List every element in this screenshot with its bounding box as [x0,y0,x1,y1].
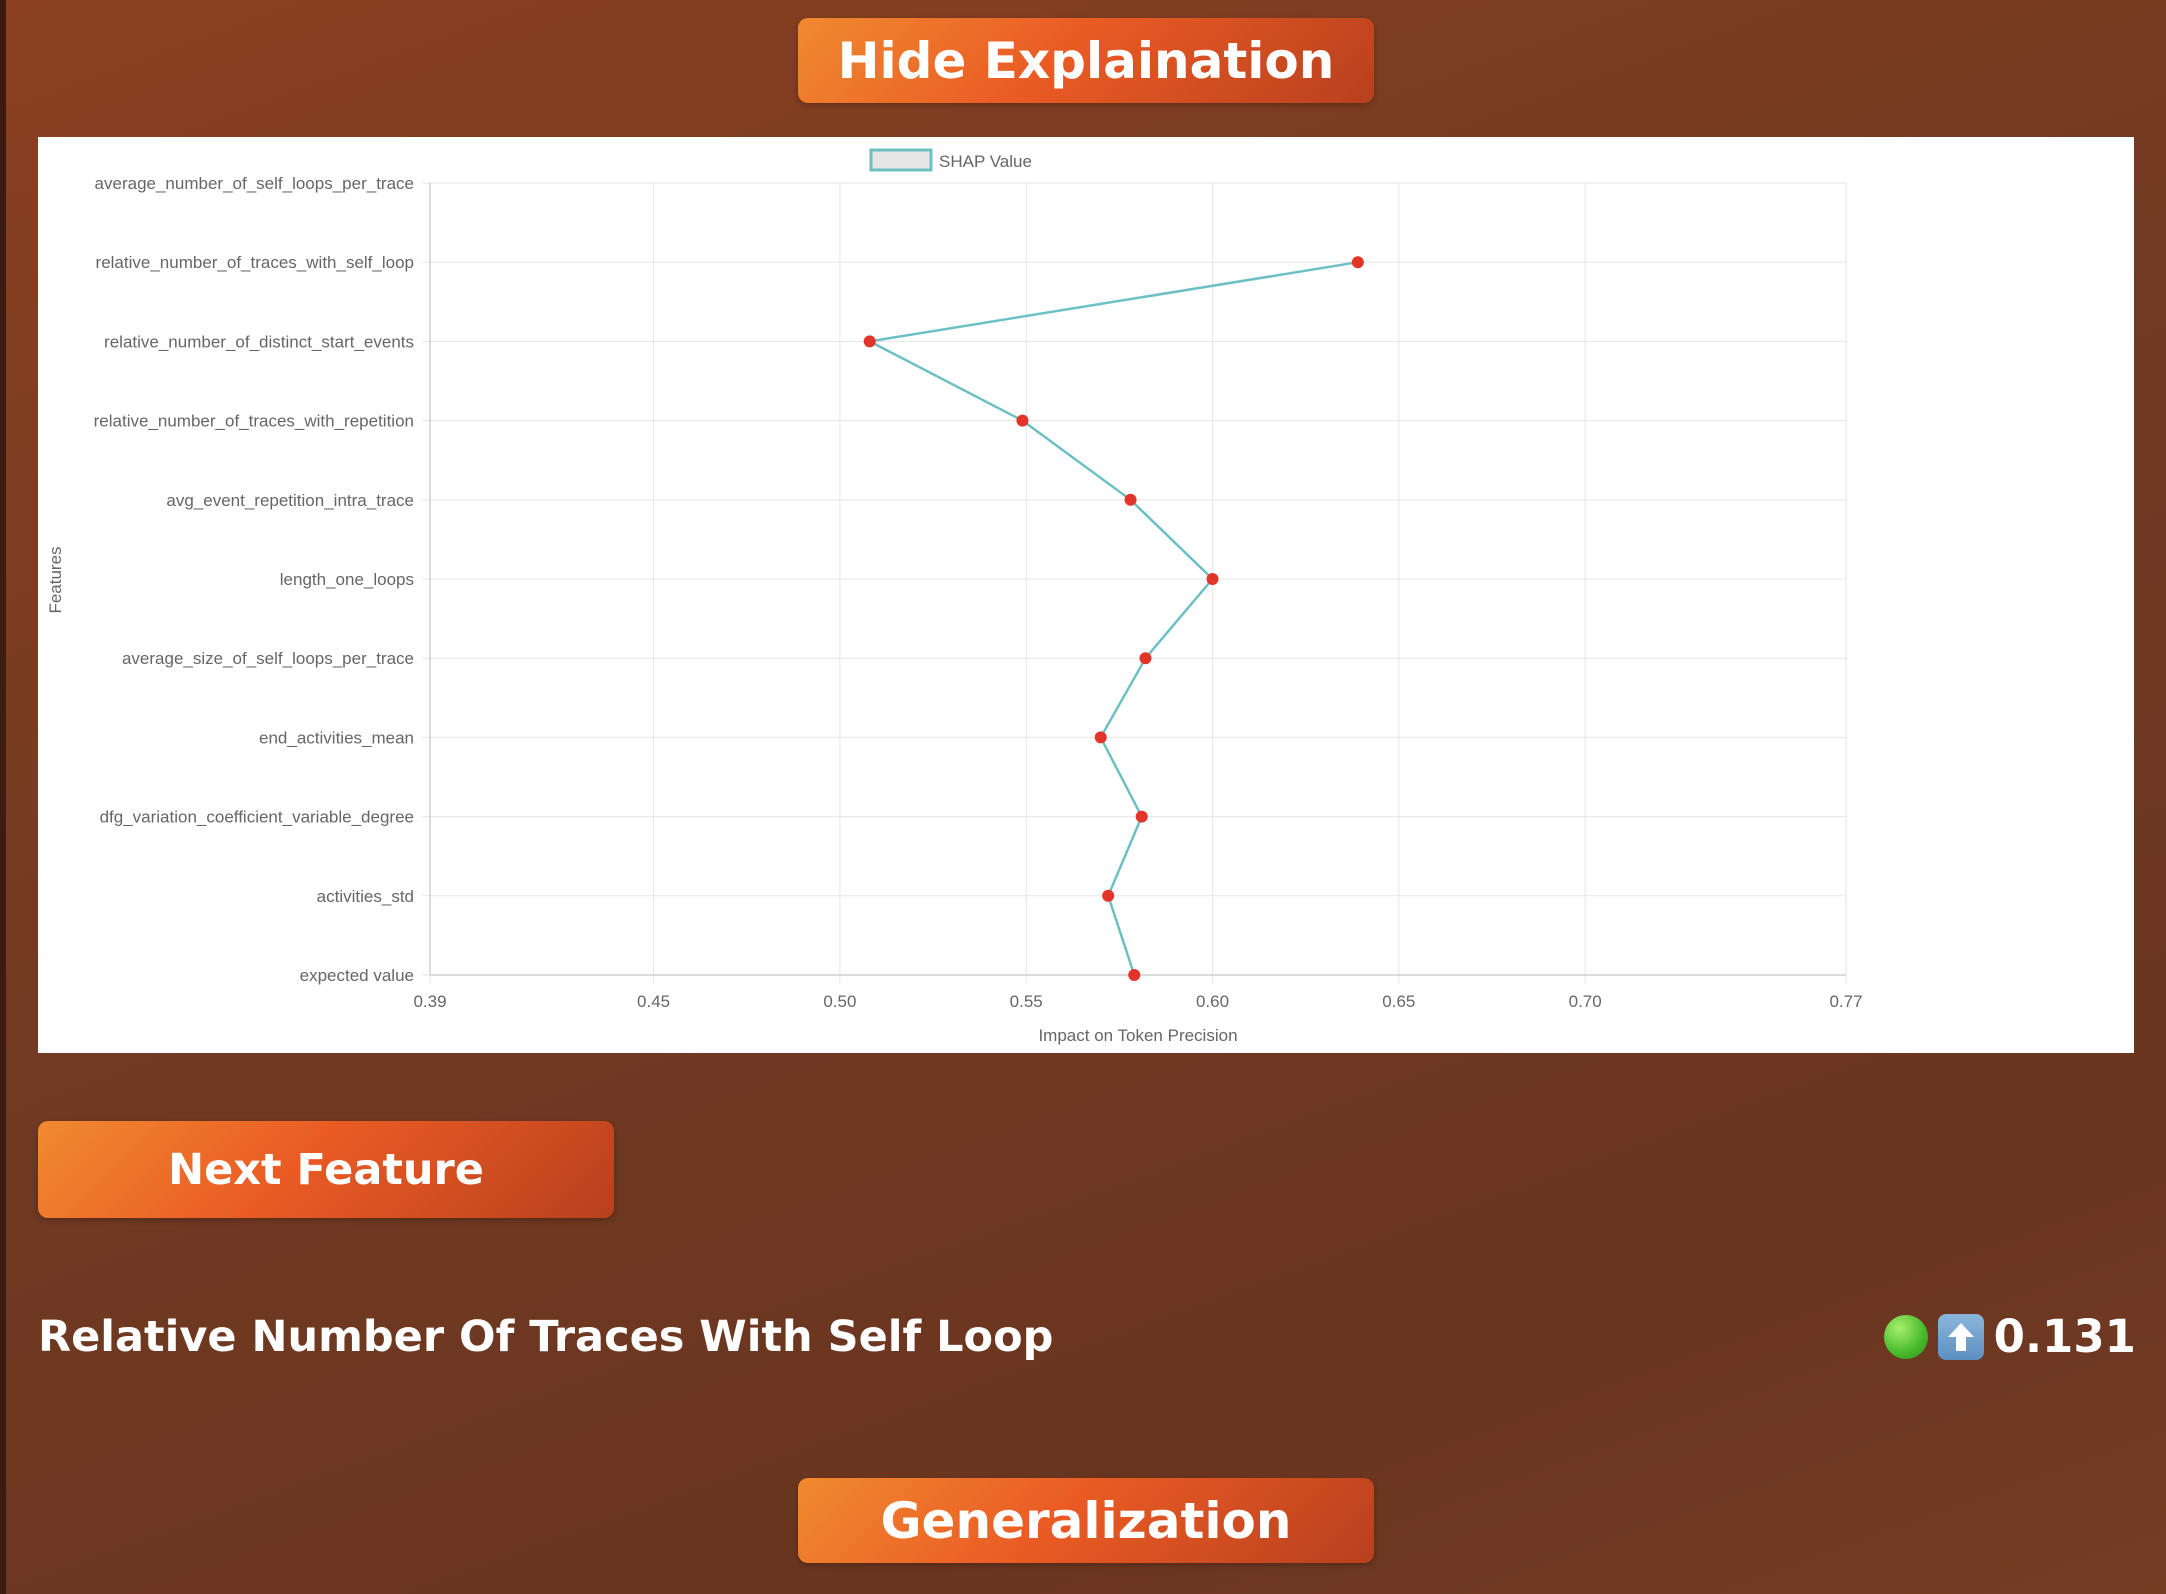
chart-series [863,256,1364,981]
shap-value-point [1124,493,1137,506]
y-tick-label: relative_number_of_traces_with_repetitio… [94,412,414,431]
shap-value-point [1102,889,1115,902]
up-arrow-icon [1937,1313,1984,1360]
chart-grid [422,182,1847,983]
next-feature-button[interactable]: Next Feature [38,1121,614,1218]
feature-name: Relative Number Of Traces With Self Loop [38,1312,1054,1362]
shap-value-point [863,335,876,348]
page-edge-divider [0,0,6,1594]
y-tick-label: dfg_variation_coefficient_variable_degre… [100,808,414,827]
legend-label: SHAP Value [939,152,1032,171]
x-tick-label: 0.77 [1829,992,1862,1011]
feature-impact-value: 0.131 [1993,1310,2136,1363]
x-tick-label: 0.50 [823,992,856,1011]
y-tick-label: average_size_of_self_loops_per_trace [122,649,414,668]
x-tick-label: 0.70 [1569,992,1602,1011]
x-axis-title: Impact on Token Precision [1038,1026,1237,1045]
y-tick-label: length_one_loops [280,570,414,589]
y-tick-label: avg_event_repetition_intra_trace [166,491,414,510]
shap-value-point [1128,969,1141,981]
y-tick-label: relative_number_of_distinct_start_events [104,332,414,351]
generalization-button[interactable]: Generalization [798,1478,1374,1563]
x-tick-label: 0.60 [1196,992,1229,1011]
x-tick-label: 0.45 [637,992,670,1011]
y-axis-title: Features [46,546,65,613]
shap-value-point [1094,731,1107,744]
shap-chart-panel: 0.39 0.45 0.50 0.55 0.60 0.65 0.70 0.77 average_… [38,137,2134,1053]
x-tick-label: 0.55 [1010,992,1043,1011]
y-tick-label: activities_std [317,887,414,906]
shap-value-point [1016,414,1029,427]
y-tick-label: average_number_of_self_loops_per_trace [95,174,414,193]
feature-stat: 0.131 [1883,1310,2136,1363]
shap-value-line [865,260,1359,976]
legend-swatch [869,148,933,172]
y-tick-label: relative_number_of_traces_with_self_loop [96,253,414,272]
green-circle-icon [1883,1314,1928,1359]
shap-value-point [1351,256,1364,269]
shap-value-point [1206,573,1219,585]
x-tick-label: 0.39 [413,992,446,1011]
y-tick-label: end_activities_mean [259,728,414,747]
y-tick-label: expected value [300,966,414,985]
chart-axes: 0.39 0.45 0.50 0.55 0.60 0.65 0.70 0.77 average_… [94,174,1863,1011]
shap-line-chart: 0.39 0.45 0.50 0.55 0.60 0.65 0.70 0.77 average_… [46,148,1863,1045]
shap-value-point [1139,652,1152,665]
chart-legend[interactable]: SHAP Value [869,148,1032,172]
x-tick-label: 0.65 [1382,992,1415,1011]
hide-explanation-button[interactable]: Hide Explaination [798,18,1374,103]
shap-value-point [1135,810,1148,823]
